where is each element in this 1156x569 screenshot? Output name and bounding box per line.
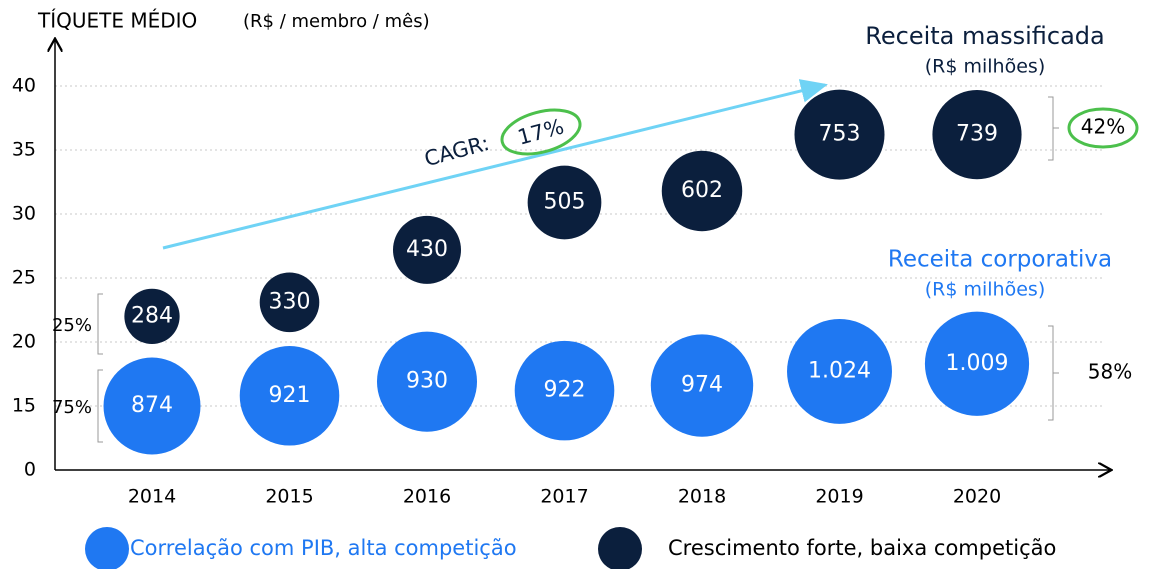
y-tick-label: 40: [12, 75, 36, 97]
data-label: 921: [269, 383, 311, 408]
annotation: 17%: [515, 114, 566, 149]
bracket: [97, 293, 103, 443]
data-label: 284: [131, 303, 173, 328]
x-tick-label: 2014: [128, 486, 176, 508]
y-tick-label: 35: [12, 139, 36, 161]
x-tick-label: 2019: [815, 486, 863, 508]
series-unit: (R$ milhões): [925, 56, 1045, 78]
bubble: [794, 89, 885, 180]
bracket: [1048, 96, 1059, 161]
x-tick-label: 2020: [953, 486, 1001, 508]
series-label: Receita corporativa: [888, 247, 1112, 273]
annotation: 42%: [1081, 115, 1125, 139]
y-axis-label: TÍQUETE MÉDIO: [37, 9, 197, 33]
y-tick-label: 30: [12, 203, 36, 225]
legend-swatch: [598, 527, 642, 569]
series-label: Receita massificada: [865, 22, 1104, 50]
bubble: [103, 357, 201, 455]
bubble: [259, 272, 320, 333]
annotation: 58%: [1088, 360, 1132, 384]
data-label: 602: [681, 178, 723, 203]
bubble: [124, 288, 180, 345]
bracket: [1048, 325, 1059, 421]
data-label: 430: [406, 237, 448, 262]
data-label: 1.024: [808, 358, 871, 383]
x-tick-label: 2015: [265, 486, 313, 508]
y-tick-label: 15: [12, 395, 36, 417]
legend-label: Crescimento forte, baixa competição: [668, 536, 1056, 560]
bubble: [239, 345, 340, 446]
annotation: 25%: [52, 315, 92, 336]
x-tick-label: 2018: [678, 486, 726, 508]
data-label: 739: [956, 122, 998, 147]
data-label: 874: [131, 393, 173, 418]
highlight: [500, 108, 582, 156]
bubble: [932, 90, 1022, 180]
y-tick-label: 20: [12, 331, 36, 353]
y-tick-label: 25: [12, 267, 36, 289]
bubble: [527, 165, 602, 240]
data-label: 753: [819, 122, 861, 147]
bubble: [661, 150, 743, 232]
bubble: [376, 331, 478, 432]
data-label: 930: [406, 369, 448, 394]
legend-label: Correlação com PIB, alta competição: [130, 536, 517, 560]
data-label: 1.009: [946, 351, 1009, 376]
bubble: [514, 340, 615, 441]
y-axis-unit: (R$ / membro / mês): [243, 11, 430, 32]
x-tick-label: 2017: [540, 486, 588, 508]
y-tick-label: 0: [24, 459, 36, 481]
annotation: 75%: [52, 397, 92, 418]
bubble: [924, 311, 1030, 416]
bubble: [392, 215, 462, 284]
x-tick-label: 2016: [403, 486, 451, 508]
data-label: 922: [544, 378, 586, 403]
bubble: [787, 318, 892, 424]
annotation: CAGR:: [422, 131, 492, 171]
data-label: 330: [269, 289, 311, 314]
trend-arrow: [162, 79, 828, 250]
data-label: 974: [681, 373, 723, 398]
highlight: [1067, 107, 1139, 149]
series-unit: (R$ milhões): [925, 279, 1045, 301]
legend-swatch: [85, 527, 129, 569]
bubble: [650, 334, 754, 437]
data-label: 505: [544, 189, 586, 214]
